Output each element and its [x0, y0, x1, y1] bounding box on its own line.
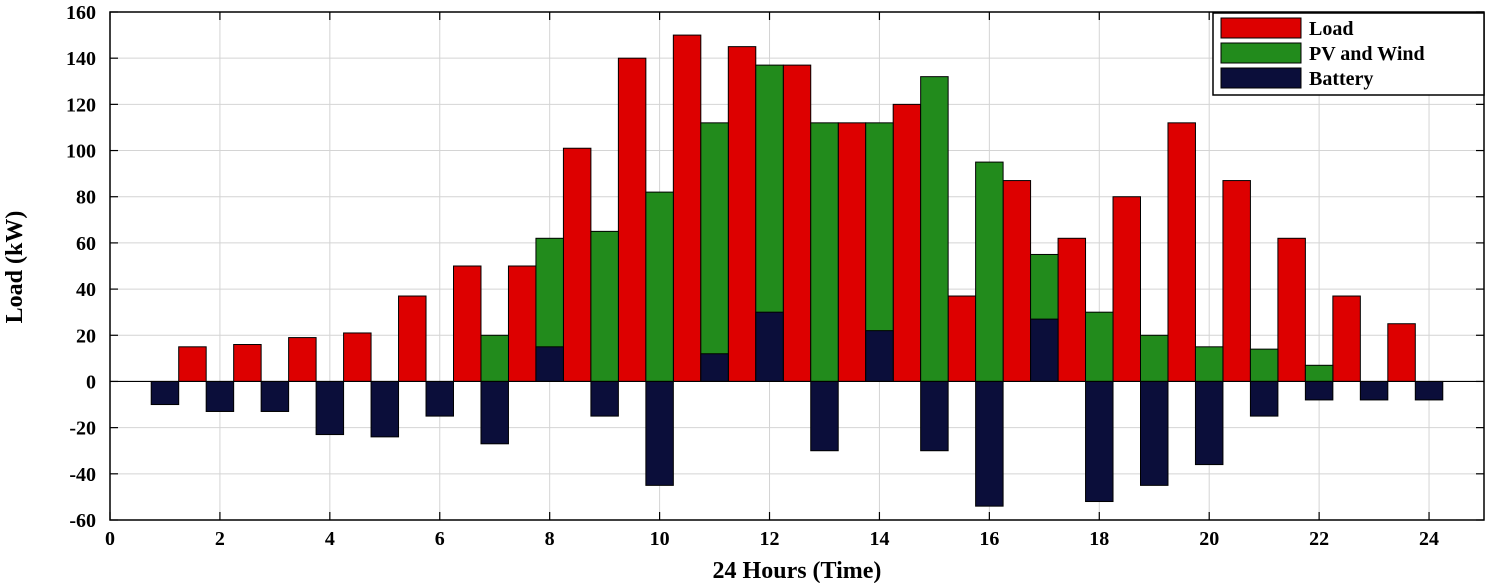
bar-load	[672, 34, 702, 382]
y-tick-label: 120	[66, 94, 96, 116]
x-tick-label: 2	[215, 528, 225, 550]
bar-load	[1057, 237, 1087, 382]
bar-load	[343, 332, 372, 382]
bar-battery	[645, 380, 674, 486]
bar-load	[617, 57, 647, 382]
bar-load	[288, 337, 317, 382]
bar-pv-and-wind	[645, 191, 674, 382]
bar-load	[727, 46, 757, 382]
x-tick-label: 12	[760, 528, 780, 550]
bar-battery	[700, 353, 729, 382]
bar-battery	[1194, 380, 1224, 466]
bar-pv-and-wind	[920, 76, 949, 382]
x-tick-label: 20	[1199, 528, 1219, 550]
x-axis-title: 24 Hours (Time)	[713, 558, 882, 583]
y-tick-label: -40	[69, 464, 96, 486]
y-tick-label: 160	[66, 2, 96, 24]
bars	[150, 34, 1444, 507]
bar-battery	[975, 380, 1004, 507]
bar-battery	[315, 380, 345, 436]
bar-load	[233, 344, 262, 382]
bar-battery	[810, 380, 839, 452]
bar-battery	[535, 346, 564, 382]
legend: Load PV and Wind Battery	[1212, 12, 1485, 96]
x-tick-label: 22	[1309, 528, 1329, 550]
bar-pv-and-wind	[480, 334, 509, 382]
x-tick-label: 10	[650, 528, 670, 550]
bar-load	[562, 147, 592, 382]
bar-battery	[150, 380, 180, 406]
bar-load	[1167, 122, 1196, 382]
legend-swatch	[1220, 17, 1302, 39]
bar-battery	[205, 380, 235, 412]
y-tick-label: 100	[66, 141, 96, 163]
bar-battery	[1030, 318, 1059, 382]
y-axis-title: Load (kW)	[2, 211, 28, 324]
tick-labels: 0 2 4 6 8 10 12 14 16 18 20 22 24-60-40-200204060801…	[66, 2, 1439, 550]
bar-load	[453, 265, 482, 382]
bar-pv-and-wind	[590, 230, 619, 382]
bar-battery	[1359, 380, 1389, 401]
bar-battery	[1304, 380, 1334, 401]
bar-pv-and-wind	[1085, 311, 1114, 382]
bar-pv-and-wind	[1249, 348, 1279, 382]
bar-battery	[260, 380, 290, 412]
bar-load	[1222, 180, 1251, 382]
legend-label: PV and Wind	[1309, 43, 1425, 65]
x-tick-label: 4	[325, 528, 335, 550]
y-tick-label: -20	[69, 418, 96, 440]
y-tick-label: 20	[76, 325, 96, 347]
legend-label: Load	[1309, 18, 1353, 40]
bar-load	[507, 265, 537, 382]
bar-load	[1332, 295, 1361, 382]
bar-load	[398, 295, 427, 382]
y-tick-label: 0	[86, 371, 96, 393]
legend-label: Battery	[1309, 68, 1373, 90]
bar-load	[178, 346, 207, 382]
plot-frame	[109, 11, 1485, 521]
bar-battery	[755, 311, 784, 382]
bar-load	[1112, 196, 1142, 382]
x-tick-label: 18	[1089, 528, 1109, 550]
x-tick-label: 0	[105, 528, 115, 550]
bar-battery	[1085, 380, 1114, 503]
bar-load	[1277, 237, 1306, 382]
x-tick-label: 14	[869, 528, 889, 550]
bar-battery	[920, 380, 949, 452]
y-tick-label: 60	[76, 233, 96, 255]
bar-load	[782, 64, 812, 382]
y-tick-label: 140	[66, 48, 96, 70]
bar-battery	[1140, 380, 1169, 486]
bar-battery	[480, 380, 509, 445]
bar-load	[1387, 323, 1416, 382]
bar-battery	[590, 380, 619, 417]
bar-load	[892, 103, 922, 382]
bar-load	[1002, 180, 1032, 382]
legend-swatch	[1220, 42, 1302, 64]
bar-load	[837, 122, 867, 382]
bar-battery	[1249, 380, 1279, 417]
x-tick-label: 16	[979, 528, 999, 550]
bar-pv-and-wind	[700, 122, 729, 382]
x-tick-label: 8	[545, 528, 555, 550]
bar-pv-and-wind	[810, 122, 839, 382]
y-tick-label: -60	[69, 510, 96, 532]
bar-pv-and-wind	[975, 161, 1004, 382]
bar-battery	[425, 380, 454, 417]
bar-pv-and-wind	[1304, 364, 1334, 382]
bar-pv-and-wind	[1194, 346, 1224, 382]
bar-battery	[370, 380, 400, 438]
x-tick-label: 6	[435, 528, 445, 550]
x-tick-label: 24	[1419, 528, 1439, 550]
y-tick-label: 40	[76, 279, 96, 301]
y-tick-label: 80	[76, 187, 96, 209]
bar-battery	[1414, 380, 1444, 401]
bar-load	[947, 295, 977, 382]
legend-swatch	[1220, 67, 1302, 89]
bar-pv-and-wind	[1140, 334, 1169, 382]
bar-battery	[865, 330, 894, 382]
